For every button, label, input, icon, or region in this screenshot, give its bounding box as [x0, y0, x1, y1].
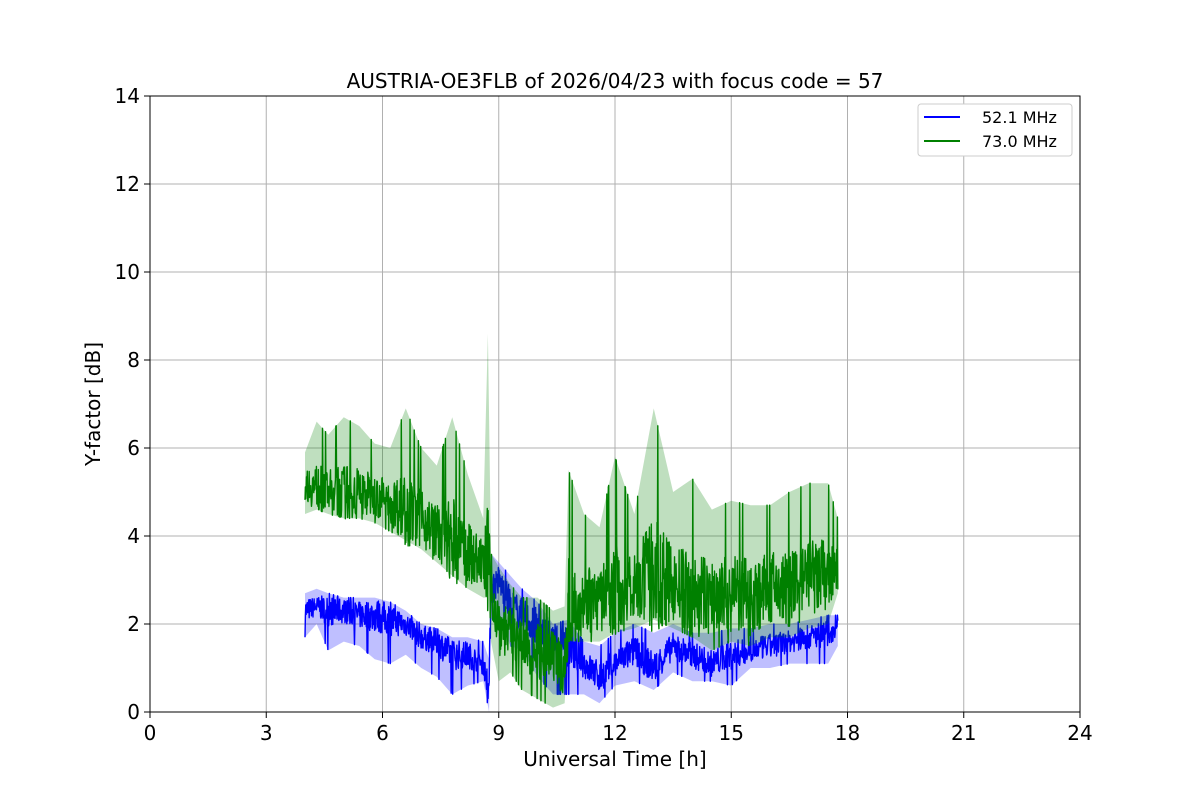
y-axis-label: Y-factor [dB]	[81, 342, 105, 467]
x-tick-label: 15	[719, 721, 744, 745]
x-tick-label: 18	[835, 721, 860, 745]
y-tick-label: 10	[115, 260, 140, 284]
legend-label-0: 52.1 MHz	[982, 108, 1057, 127]
series-line-0	[304, 566, 839, 704]
x-tick-label: 0	[144, 721, 157, 745]
y-tick-label: 8	[127, 348, 140, 372]
legend: 52.1 MHz 73.0 MHz	[917, 103, 1073, 157]
x-tick-label: 12	[602, 721, 627, 745]
y-tick-label: 0	[127, 700, 140, 724]
x-tick-label: 9	[492, 721, 505, 745]
series-line-1	[304, 418, 839, 704]
x-tick-label: 21	[951, 721, 976, 745]
y-tick-label: 6	[127, 436, 140, 460]
x-tick-label: 3	[260, 721, 273, 745]
y-tick-label: 14	[115, 84, 140, 108]
chart-title: AUSTRIA-OE3FLB of 2026/04/23 with focus …	[347, 69, 884, 93]
series-layer	[304, 333, 839, 712]
y-tick-label: 12	[115, 172, 140, 196]
y-tick-label: 4	[127, 524, 140, 548]
x-tick-label: 24	[1067, 721, 1092, 745]
y-tick-label: 2	[127, 612, 140, 636]
legend-label-1: 73.0 MHz	[982, 132, 1057, 151]
x-tick-label: 6	[376, 721, 389, 745]
x-axis-label: Universal Time [h]	[523, 747, 706, 771]
